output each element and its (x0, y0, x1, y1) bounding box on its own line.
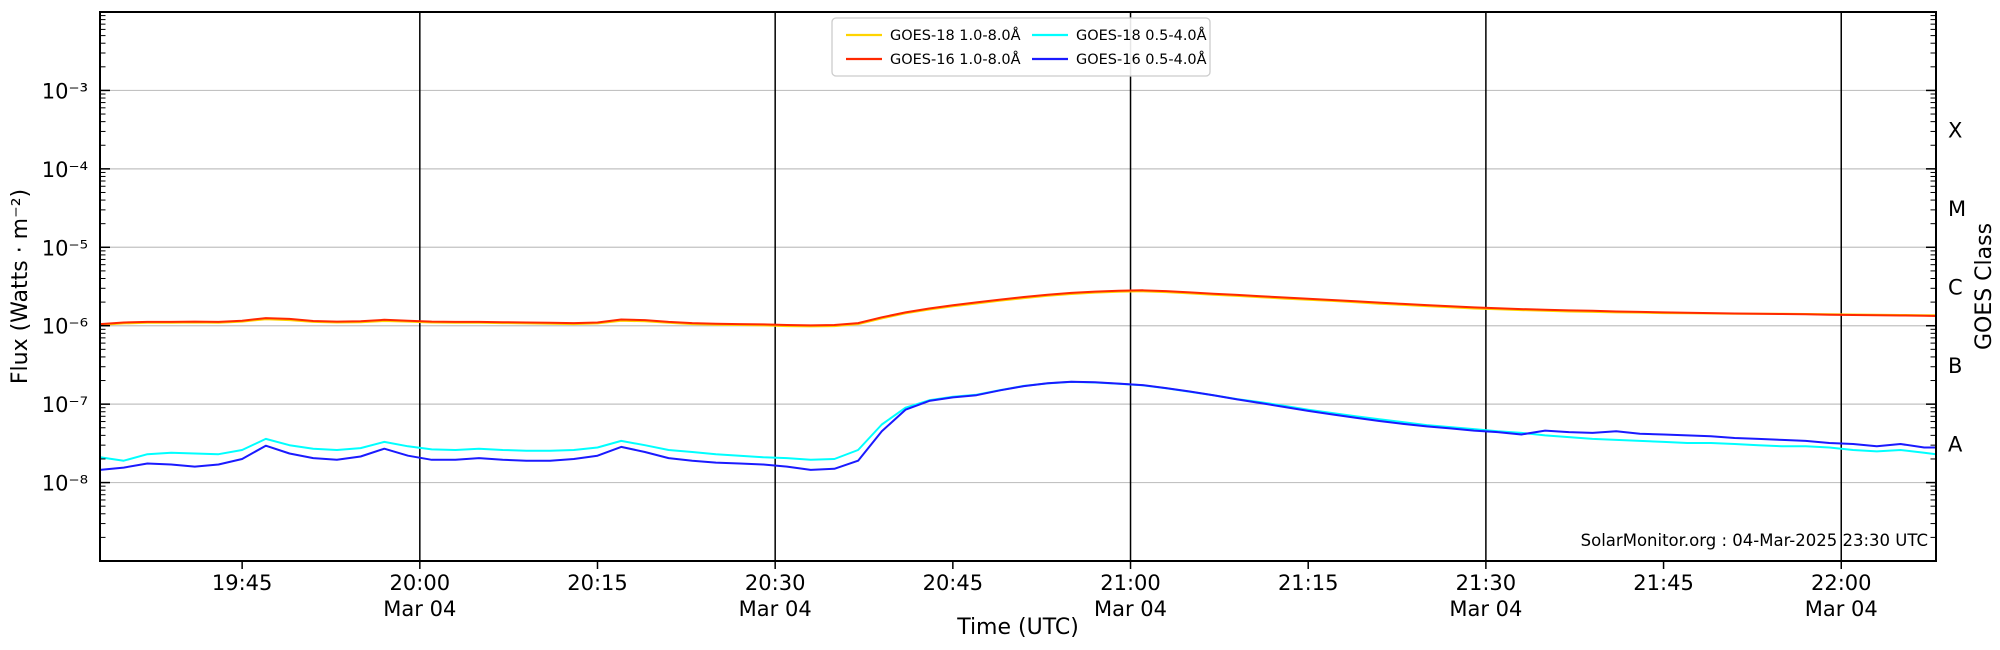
x-tick-label: 20:30 (745, 571, 806, 595)
series-line-goes-16-0-5-4-0- (99, 380, 1937, 471)
goes-class-label: M (1948, 197, 1966, 221)
legend-box (831, 17, 1211, 77)
legend-label: GOES-16 0.5-4.0Å (1076, 51, 1207, 68)
x-tick-label: 21:30 (1456, 571, 1517, 595)
goes-class-label: X (1948, 119, 1962, 143)
x-tick-label: 20:15 (567, 571, 628, 595)
y-tick-label: 10⁻⁸ (42, 472, 88, 496)
x-tick-date-label: Mar 04 (739, 597, 812, 621)
legend-label: GOES-18 0.5-4.0Å (1076, 27, 1207, 44)
x-tick-date-label: Mar 04 (1094, 597, 1167, 621)
x-tick-label: 21:00 (1100, 571, 1161, 595)
x-tick-label: 21:45 (1633, 571, 1694, 595)
axis-title-goes-class: GOES Class (1972, 223, 1997, 350)
y-tick-label: 10⁻⁶ (42, 315, 88, 339)
x-tick-date-label: Mar 04 (1449, 597, 1522, 621)
axis-title-time: Time (UTC) (956, 615, 1079, 640)
legend-label: GOES-16 1.0-8.0Å (890, 51, 1021, 68)
y-tick-label: 10⁻⁴ (42, 158, 88, 182)
goes-class-label: C (1948, 276, 1963, 300)
y-tick-label: 10⁻⁵ (42, 236, 88, 260)
x-tick-label: 20:45 (923, 571, 984, 595)
x-tick-label: 21:15 (1278, 571, 1339, 595)
source-annotation: SolarMonitor.org : 04-Mar-2025 23:30 UTC (1581, 531, 1928, 550)
y-tick-label: 10⁻⁷ (42, 393, 88, 417)
x-tick-label: 19:45 (212, 571, 273, 595)
x-tick-label: 22:00 (1811, 571, 1872, 595)
x-tick-date-label: Mar 04 (1805, 597, 1878, 621)
axis-title-flux: Flux (Watts · m⁻²) (8, 189, 33, 384)
goes-class-label: B (1948, 354, 1962, 378)
series-line-goes-16-1-0-8-0- (99, 289, 1937, 327)
y-tick-label: 10⁻³ (42, 79, 88, 103)
goes-class-label: A (1948, 432, 1963, 456)
x-tick-date-label: Mar 04 (383, 597, 456, 621)
legend-label: GOES-18 1.0-8.0Å (890, 27, 1021, 44)
plot-frame (99, 11, 1937, 562)
x-tick-label: 20:00 (390, 571, 451, 595)
